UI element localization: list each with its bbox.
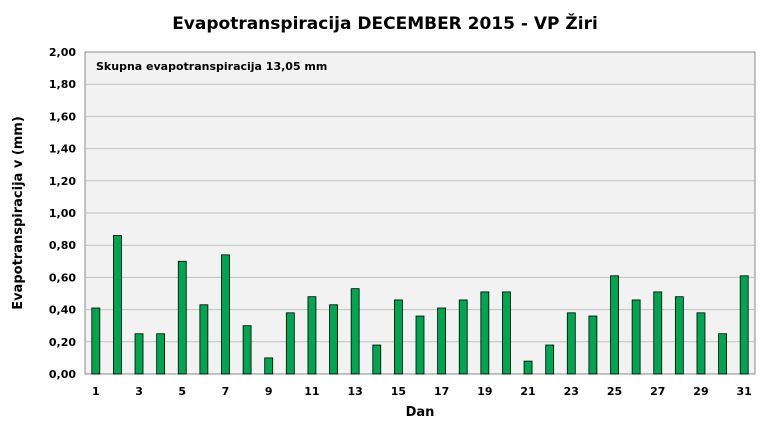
x-tick-label: 13 xyxy=(348,385,363,398)
bars xyxy=(91,235,749,375)
x-axis-label: Dan xyxy=(406,405,435,420)
x-tick-label: 7 xyxy=(222,385,230,398)
bar-day-24 xyxy=(588,315,598,375)
bar-day-28 xyxy=(674,296,684,375)
x-tick-label: 5 xyxy=(178,385,186,398)
bar-day-29 xyxy=(696,312,706,375)
bar-day-15 xyxy=(393,299,403,375)
bar-day-7 xyxy=(221,254,230,375)
bar-day-6 xyxy=(199,304,209,375)
bar-day-21 xyxy=(523,360,533,375)
bar-day-31 xyxy=(739,275,749,375)
x-tick-label: 15 xyxy=(391,385,406,398)
bar-day-3 xyxy=(134,333,144,375)
y-tick-label: 0,40 xyxy=(49,304,76,317)
gridlines xyxy=(85,83,755,343)
bar-day-12 xyxy=(329,304,338,375)
x-tick-label: 19 xyxy=(477,385,492,398)
bar-day-19 xyxy=(480,291,490,375)
x-tick-labels: 1 3 5 7 9 11 13 15 17 19 21 23 25 27 29 31 xyxy=(92,385,752,398)
bar-day-18 xyxy=(458,299,468,375)
x-tick-label: 21 xyxy=(520,385,535,398)
chart-title: Evapotranspiracija DECEMBER 2015 - VP Ži… xyxy=(172,12,598,34)
y-tick-label: 1,20 xyxy=(49,175,76,188)
x-tick-label: 25 xyxy=(607,385,622,398)
y-tick-label: 2,00 xyxy=(49,46,76,59)
y-tick-label: 0,00 xyxy=(49,368,76,381)
bar-day-22 xyxy=(545,344,555,375)
x-tick-label: 23 xyxy=(564,385,579,398)
bar-day-4 xyxy=(156,333,166,375)
bar-day-13 xyxy=(350,288,360,375)
y-tick-label: 1,40 xyxy=(49,143,76,156)
bar-day-5 xyxy=(177,260,187,375)
bar-day-23 xyxy=(566,312,576,375)
x-tick-label: 11 xyxy=(304,385,319,398)
bar-day-9 xyxy=(264,357,274,375)
x-tick-label: 1 xyxy=(92,385,100,398)
bar-day-17 xyxy=(437,307,447,375)
bar-day-20 xyxy=(502,291,511,375)
bar-day-27 xyxy=(653,291,663,375)
annotation-total: Skupna evapotranspiracija 13,05 mm xyxy=(96,60,327,73)
x-tick-label: 27 xyxy=(650,385,665,398)
bar-day-1 xyxy=(91,307,101,375)
y-tick-label: 0,20 xyxy=(49,336,76,349)
x-tick-label: 29 xyxy=(693,385,708,398)
y-tick-label: 0,80 xyxy=(49,239,76,252)
x-tick-label: 17 xyxy=(434,385,449,398)
bar-day-26 xyxy=(631,299,641,375)
bar-day-30 xyxy=(718,333,727,375)
bar-day-25 xyxy=(610,275,619,375)
bar-day-11 xyxy=(307,296,317,375)
y-tick-label: 1,60 xyxy=(49,110,76,123)
x-tick-label: 3 xyxy=(135,385,143,398)
y-tick-label: 0,60 xyxy=(49,271,76,284)
y-tick-label: 1,80 xyxy=(49,78,76,91)
bar-day-2 xyxy=(113,235,122,375)
x-tick-label: 9 xyxy=(265,385,273,398)
bar-day-10 xyxy=(285,312,295,375)
y-tick-labels: 0,00 0,20 0,40 0,60 0,80 1,00 1,20 1,40 1,60 1,80… xyxy=(49,46,76,381)
x-tick-label: 31 xyxy=(737,385,752,398)
y-tick-label: 1,00 xyxy=(49,207,76,220)
bar-day-8 xyxy=(242,325,252,375)
bar-day-16 xyxy=(415,315,425,375)
bar-day-14 xyxy=(372,344,382,375)
y-axis-label: Evapotranspiracija v (mm) xyxy=(11,116,26,310)
